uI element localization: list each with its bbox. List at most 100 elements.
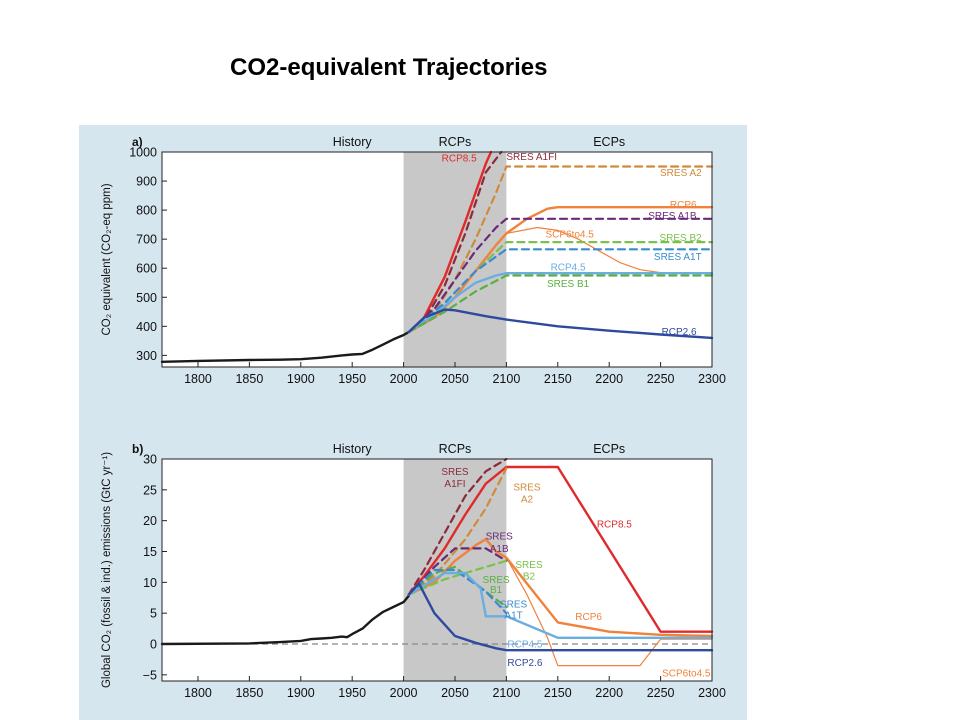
series-label: SCP6to4.5: [662, 668, 711, 679]
series-label: B1: [490, 585, 503, 596]
chart-panel-2: 1800 1850 1900 1950 2000 2050 2100 2150 2200 2250…: [101, 442, 726, 700]
series-history: [160, 330, 410, 363]
x-tick-label: 2300: [698, 372, 726, 386]
x-tick-label: 1950: [338, 372, 366, 386]
x-tick-label: 2100: [492, 372, 520, 386]
series-sres-b1: [407, 274, 714, 334]
x-tick-label: 2000: [390, 372, 418, 386]
series-sres-a1t: [407, 568, 508, 615]
series-sres-b1: [407, 565, 508, 609]
y-tick-label: 700: [136, 233, 157, 247]
x-tick-label: 1950: [338, 686, 366, 700]
y-tick-label: 30: [143, 453, 157, 467]
plot-frame: [161, 458, 713, 682]
series-sres-a1b: [407, 217, 714, 334]
series-sres-a1b: [407, 547, 508, 596]
y-tick-label: 300: [136, 349, 157, 363]
series-scp6to4-5: [505, 226, 713, 274]
series-scp6to4-5: [505, 557, 713, 667]
series-label: RCP8.5: [442, 153, 477, 164]
x-tick-label: 2250: [647, 372, 675, 386]
y-tick-label: 800: [136, 204, 157, 218]
series-rcp8-5: [407, 465, 714, 633]
series-label: RCP4.5: [551, 262, 586, 273]
series-label: RCP2.6: [662, 327, 697, 338]
series-rcp2-6: [407, 582, 714, 652]
y-tick-label: 500: [136, 291, 157, 305]
series-label: B2: [523, 572, 536, 583]
series-label: SRES A2: [660, 168, 702, 179]
period-label: ECPs: [593, 135, 625, 149]
y-axis-label: CO₂ equivalent (CO₂-eq ppm): [101, 183, 113, 335]
period-label: History: [333, 442, 373, 456]
x-tick-label: 2200: [595, 372, 623, 386]
x-tick-label: 1900: [287, 372, 315, 386]
period-label: RCPs: [439, 442, 472, 456]
y-tick-label: 25: [143, 483, 157, 497]
y-tick-label: 1000: [129, 146, 157, 160]
figure-panel: 1800 1850 1900 1950 2000 2050 2100 2150 2200 2250…: [79, 125, 747, 720]
series-label: SRES: [441, 467, 469, 478]
series-sres-a1fi: [407, 457, 508, 596]
series-sres-a1t: [407, 248, 714, 334]
y-axis-label: Global CO₂ (fossil & ind.) emissions (Gt…: [101, 452, 113, 688]
plot-frame: [161, 151, 713, 368]
y-tick-label: 15: [143, 545, 157, 559]
period-label: History: [333, 135, 373, 149]
y-tick-label: −5: [143, 668, 157, 682]
series-label: A1T: [504, 611, 522, 622]
series-label: SRES B1: [547, 279, 590, 290]
x-tick-label: 2000: [390, 686, 418, 700]
chart-panel-1: 1800 1850 1900 1950 2000 2050 2100 2150 2200 2250…: [101, 135, 726, 386]
slide-title: CO2-equivalent Trajectories: [230, 54, 548, 81]
x-tick-label: 2050: [441, 686, 469, 700]
y-tick-label: 0: [150, 638, 157, 652]
period-label: ECPs: [593, 442, 625, 456]
x-tick-label: 1900: [287, 686, 315, 700]
x-tick-label: 2050: [441, 372, 469, 386]
x-tick-label: 2150: [544, 372, 572, 386]
x-tick-label: 2100: [492, 686, 520, 700]
panel-label: b): [132, 442, 143, 456]
x-tick-label: 2200: [595, 686, 623, 700]
series-label: RCP8.5: [597, 519, 632, 530]
series-label: RCP6: [670, 200, 697, 211]
series-sres-a2: [407, 467, 508, 596]
series-label: SRES A1FI: [506, 152, 557, 163]
series-label: RCP4.5: [507, 640, 542, 651]
series-rcp2-6: [407, 308, 714, 340]
x-tick-label: 1800: [184, 372, 212, 386]
series-rcp4-5: [407, 571, 714, 639]
x-tick-label: 1800: [184, 686, 212, 700]
series-label: A1B: [490, 544, 509, 555]
x-tick-label: 2250: [647, 686, 675, 700]
series-label: SRES B2: [659, 233, 702, 244]
series-label: SRES: [500, 599, 528, 610]
x-tick-label: 2300: [698, 686, 726, 700]
y-tick-label: 20: [143, 514, 157, 528]
series-sres-a2: [407, 165, 714, 334]
x-tick-label: 2150: [544, 686, 572, 700]
series-label: SRES: [482, 575, 510, 586]
y-tick-label: 400: [136, 320, 157, 334]
series-history: [160, 594, 410, 646]
x-tick-label: 1850: [235, 686, 263, 700]
series-label: SRES: [513, 482, 541, 493]
x-tick-label: 1850: [235, 372, 263, 386]
y-tick-label: 10: [143, 576, 157, 590]
y-tick-label: 5: [150, 607, 157, 621]
y-tick-label: 900: [136, 175, 157, 189]
series-label: SCP6to4.5: [545, 229, 594, 240]
period-label: RCPs: [439, 135, 472, 149]
series-label: A1FI: [444, 479, 465, 490]
y-tick-label: 600: [136, 262, 157, 276]
series-label: SRES: [486, 532, 514, 543]
series-label: SRES: [515, 560, 543, 571]
series-label: RCP2.6: [507, 658, 542, 669]
series-label: SRES A1T: [654, 252, 702, 263]
panel-label: a): [132, 135, 143, 149]
series-label: SRES A1B: [648, 211, 697, 222]
series-label: A2: [521, 495, 534, 506]
emissions-figure: 1800 1850 1900 1950 2000 2050 2100 2150 2200 2250…: [101, 135, 726, 700]
series-label: RCP6: [575, 612, 602, 623]
